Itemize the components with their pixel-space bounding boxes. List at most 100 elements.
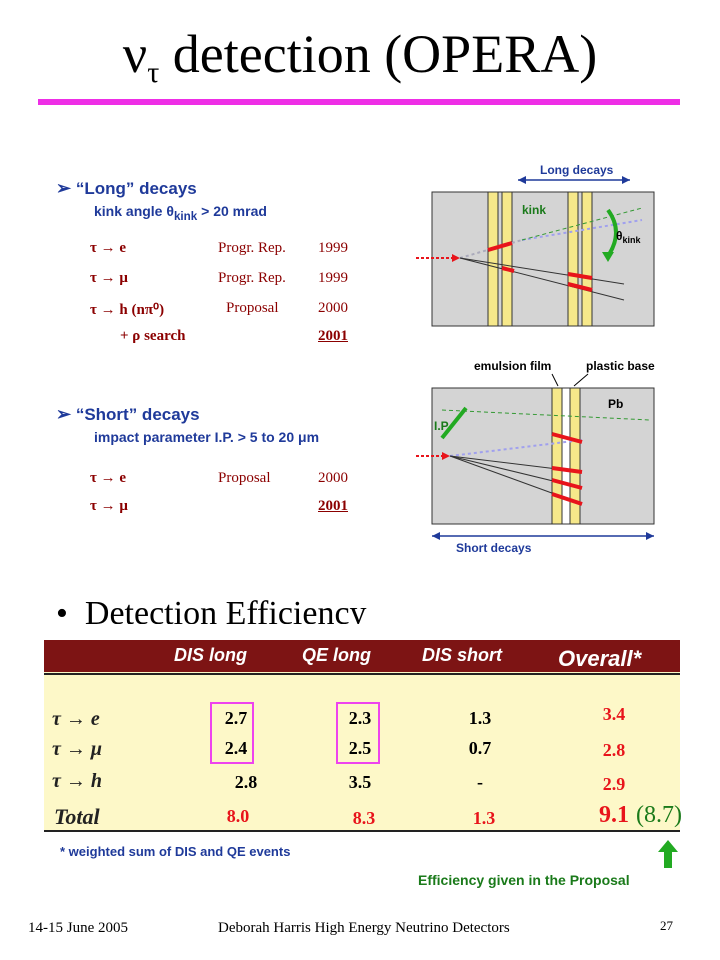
table-header: [44, 640, 680, 672]
kink-angle-arrowhead-icon: [602, 252, 614, 262]
pb-label: Pb: [608, 397, 623, 411]
long-heading: “Long” decays: [75, 179, 197, 198]
year-label: 2000: [318, 300, 348, 316]
hit-segment: [551, 492, 583, 506]
col-header: QE long: [302, 645, 371, 665]
incoming-arrow-icon: [442, 452, 450, 460]
short-criterion: impact parameter I.P. > 5 to 20 μm: [94, 429, 320, 445]
long-row: τ → μ Progr. Rep. 1999: [90, 270, 370, 300]
kink-track: [521, 219, 643, 241]
short-decays-label: Short decays: [456, 541, 532, 555]
year-label: 1999: [318, 270, 348, 286]
header-divider: [44, 673, 680, 675]
table-cell: 2.9: [602, 774, 626, 794]
table-cell: 9.1: [599, 802, 629, 828]
footnote: * weighted sum of DIS and QE events: [60, 844, 291, 859]
decay-label: + ρ search: [120, 328, 186, 344]
ip-arrow-icon: [440, 406, 468, 440]
table-bottom-rule: [44, 830, 680, 832]
long-criterion: kink angle θkink > 20 mrad: [94, 203, 267, 223]
proposal-value: (8.7): [636, 802, 682, 828]
theta-subscript: kink: [623, 235, 642, 245]
long-row: + ρ search 2001: [90, 328, 370, 356]
short-heading: “Short” decays: [75, 405, 200, 424]
proposal-note: Efficiency given in the Proposal: [418, 872, 630, 888]
span-arrow-left-icon: [518, 176, 526, 184]
decay-label: τ → μ: [90, 270, 128, 286]
span-arrow-right-icon: [622, 176, 630, 184]
decay-label: τ → μ: [90, 498, 128, 514]
emulsion-sheet: [569, 387, 581, 525]
emulsion-sheet: [501, 191, 513, 327]
arrow-bullet-icon: ➢: [56, 404, 72, 424]
table-cell: 1.3: [468, 708, 492, 728]
incoming-arrow-icon: [452, 254, 460, 262]
pointer-line: [551, 373, 559, 387]
table-cell: 2.3: [348, 708, 372, 728]
long-row: τ → e Progr. Rep. 1999: [90, 240, 370, 270]
short-row: τ → e Proposal 2000: [90, 470, 370, 498]
long-row: τ → h (nπ⁰) Proposal 2000: [90, 300, 370, 328]
table-cell: 2.8: [234, 772, 258, 792]
long-criterion-tail: > 20 mrad: [197, 203, 267, 219]
year-label: 2000: [318, 470, 348, 486]
title-tau-subscript: τ: [147, 56, 160, 89]
hit-segment: [551, 432, 583, 444]
theta-kink-label: θkink: [616, 229, 642, 245]
short-decay-diagram: emulsion film plastic base Pb I.P. Short…: [416, 359, 655, 555]
title-nu: ν: [122, 24, 148, 84]
up-arrow-icon: [658, 840, 678, 868]
col-header: Overall*: [558, 646, 642, 671]
tau-track: [449, 439, 583, 457]
decay-track: [459, 257, 625, 285]
pointer-line: [573, 373, 589, 387]
short-decays-block: ➢ “Short” decays impact parameter I.P. >…: [56, 404, 319, 445]
table-cell: 2.5: [348, 738, 372, 758]
footer-author: Deborah Harris High Energy Neutrino Dete…: [218, 920, 510, 936]
status-label: Proposal: [226, 300, 279, 316]
arrow-bullet-icon: ➢: [56, 178, 72, 198]
hit-segment: [551, 466, 583, 474]
row-label: τ → μ: [52, 738, 102, 760]
bullet-dot-icon: •: [56, 595, 68, 624]
table-cell: -: [477, 772, 483, 792]
table-cell: 2.8: [602, 740, 626, 760]
hit-segment: [501, 266, 515, 273]
col-header: DIS short: [422, 645, 503, 665]
efficiency-table: DIS long QE long DIS short Overall* τ → …: [44, 640, 682, 832]
status-label: Progr. Rep.: [218, 240, 286, 256]
row-label: τ → h: [52, 770, 102, 792]
emulsion-sheet: [567, 191, 579, 327]
plastic-base: [561, 387, 571, 525]
plastic-base-label: plastic base: [586, 359, 655, 373]
long-decays-block: ➢ “Long” decays kink angle θkink > 20 mr…: [56, 178, 267, 223]
decay-label: τ → e: [90, 240, 127, 256]
hit-segment: [567, 282, 593, 292]
year-label: 2001: [318, 328, 348, 344]
row-label: τ → e: [52, 708, 100, 730]
span-arrow-left-icon: [432, 532, 440, 540]
kink-label: kink: [522, 203, 546, 217]
emulsion-sheet: [551, 387, 563, 525]
title-text: detection (OPERA): [159, 24, 598, 84]
decay-track: [459, 257, 625, 301]
status-label: Progr. Rep.: [218, 270, 286, 286]
tau-segment: [487, 241, 513, 252]
detection-efficiency-bullet: • Detection Efficiency: [56, 594, 367, 624]
long-criterion-sub: kink: [173, 209, 198, 223]
lead-block: [431, 387, 655, 525]
decay-label: τ → e: [90, 470, 127, 486]
table-cell: 3.5: [348, 772, 372, 792]
bullet-text: Detection Efficiency: [84, 595, 367, 624]
page-number: 27: [660, 918, 673, 933]
emulsion-film-label: emulsion film: [474, 359, 551, 373]
span-arrow-right-icon: [646, 532, 654, 540]
table-cell: 2.7: [224, 708, 248, 728]
footer-date: 14-15 June 2005: [28, 920, 128, 936]
long-criterion-text: kink angle θ: [94, 203, 174, 219]
emulsion-sheet: [581, 191, 593, 327]
title-underline: [38, 99, 680, 105]
table-cell: 2.4: [224, 738, 248, 758]
highlight-box: [210, 702, 254, 764]
hit-segment: [567, 272, 593, 280]
